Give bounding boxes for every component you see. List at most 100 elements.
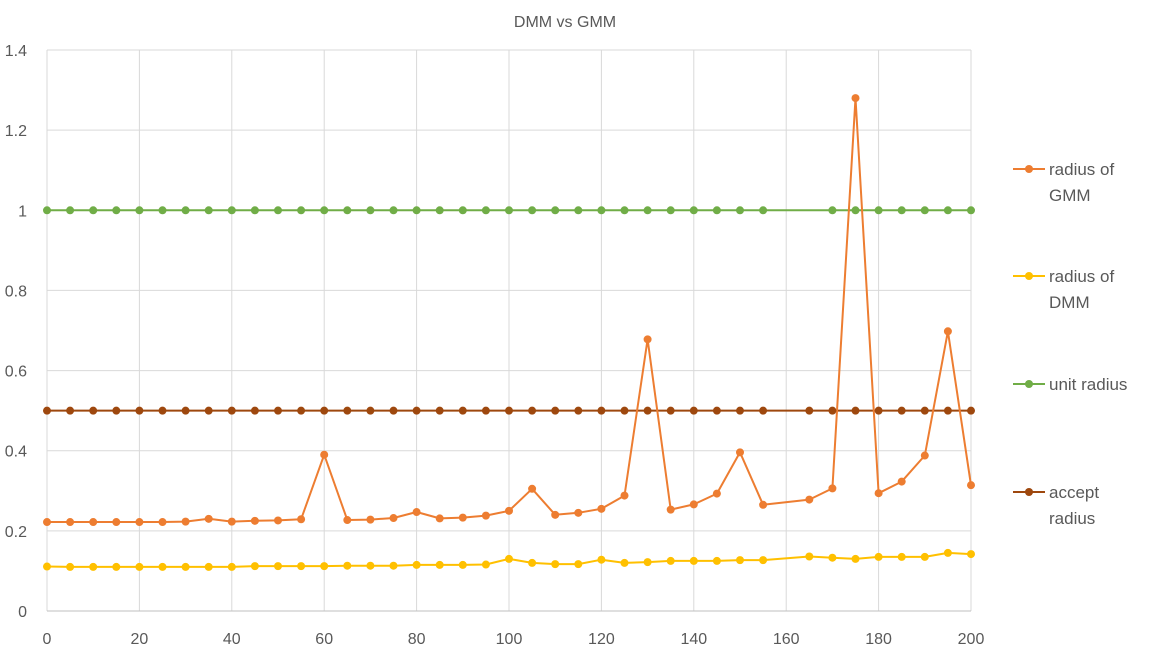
data-point xyxy=(481,206,490,215)
data-point xyxy=(112,406,121,415)
data-point xyxy=(297,206,306,215)
y-tick-label: 0.8 xyxy=(5,283,27,300)
x-tick-label: 200 xyxy=(958,631,985,648)
data-point xyxy=(481,511,490,520)
data-point xyxy=(712,406,721,415)
data-point xyxy=(505,554,513,563)
data-point xyxy=(89,518,98,527)
data-point xyxy=(343,516,352,525)
data-point xyxy=(967,481,975,490)
data-point xyxy=(320,562,329,571)
data-point xyxy=(227,562,236,571)
data-point xyxy=(528,206,537,215)
data-point xyxy=(135,518,144,527)
legend-label: unit radius xyxy=(1049,375,1127,394)
data-point xyxy=(736,448,744,457)
data-point xyxy=(620,206,629,215)
legend-swatch-marker xyxy=(1025,165,1033,173)
data-point xyxy=(343,406,352,415)
data-point xyxy=(920,552,929,561)
data-point xyxy=(712,556,721,565)
data-point xyxy=(874,489,883,498)
data-point xyxy=(597,555,606,564)
data-point xyxy=(689,206,698,215)
data-point xyxy=(366,406,375,415)
data-point xyxy=(274,516,282,525)
data-point xyxy=(574,560,583,569)
data-point xyxy=(412,560,421,569)
data-point xyxy=(412,406,421,415)
data-point xyxy=(874,206,883,215)
data-point xyxy=(412,508,421,517)
data-point xyxy=(66,206,75,215)
data-point xyxy=(736,406,744,415)
data-point xyxy=(597,206,606,215)
data-point xyxy=(620,491,629,500)
data-point xyxy=(712,489,721,498)
data-point xyxy=(505,506,513,515)
y-tick-label: 1.2 xyxy=(5,123,27,140)
data-point xyxy=(666,206,675,215)
x-tick-label: 100 xyxy=(496,631,523,648)
data-point xyxy=(227,406,236,415)
data-point xyxy=(643,206,652,215)
gridlines xyxy=(46,49,972,611)
data-point xyxy=(204,206,213,215)
data-point xyxy=(920,451,929,460)
legend-swatch-marker xyxy=(1025,380,1033,388)
data-point xyxy=(389,514,398,523)
data-point xyxy=(458,560,467,569)
data-point xyxy=(851,94,860,103)
data-point xyxy=(828,206,837,215)
data-point xyxy=(89,406,98,415)
data-point xyxy=(66,518,75,527)
data-point xyxy=(204,406,213,415)
x-tick-label: 40 xyxy=(223,631,241,648)
data-point xyxy=(250,562,259,571)
data-point xyxy=(181,406,190,415)
legend-swatch-marker xyxy=(1025,272,1033,280)
data-point xyxy=(204,514,213,523)
data-point xyxy=(435,406,444,415)
series-line-radius-of-gmm xyxy=(47,97,972,523)
data-point xyxy=(643,406,652,415)
legend: radius of GMM radius of DMM unit radius accep… xyxy=(1013,160,1127,528)
data-point xyxy=(551,560,560,569)
data-point xyxy=(250,406,259,415)
data-point xyxy=(112,518,121,527)
data-point xyxy=(597,406,606,415)
legend-label: GMM xyxy=(1049,186,1091,205)
data-point xyxy=(112,562,121,571)
legend-label: radius xyxy=(1049,509,1095,528)
data-point xyxy=(920,206,929,215)
data-point xyxy=(528,558,537,567)
data-point xyxy=(227,206,236,215)
data-point xyxy=(343,206,352,215)
data-point xyxy=(389,561,398,570)
data-point xyxy=(320,450,329,459)
data-point xyxy=(551,206,560,215)
data-point xyxy=(666,556,675,565)
data-point xyxy=(828,484,837,493)
x-tick-label: 20 xyxy=(131,631,149,648)
data-point xyxy=(297,406,306,415)
data-point xyxy=(297,562,306,571)
data-point xyxy=(897,406,906,415)
data-point xyxy=(574,508,583,517)
data-point xyxy=(759,556,768,565)
data-point xyxy=(366,206,375,215)
y-tick-label: 0 xyxy=(18,604,27,621)
data-point xyxy=(366,515,375,524)
data-point xyxy=(851,406,860,415)
data-point xyxy=(643,558,652,567)
y-tick-label: 1 xyxy=(18,203,27,220)
data-point xyxy=(158,206,167,215)
data-point xyxy=(874,406,883,415)
data-point xyxy=(943,327,952,336)
data-point xyxy=(759,500,768,509)
data-point xyxy=(851,554,860,563)
data-point xyxy=(805,552,814,561)
data-point xyxy=(967,406,975,415)
data-point xyxy=(343,561,352,570)
data-point xyxy=(805,406,814,415)
